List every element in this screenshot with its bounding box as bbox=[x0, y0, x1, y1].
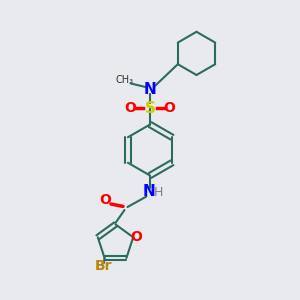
Text: O: O bbox=[124, 101, 136, 115]
Text: CH₃: CH₃ bbox=[116, 75, 134, 85]
Text: N: N bbox=[144, 82, 156, 97]
Text: O: O bbox=[130, 230, 142, 244]
Text: S: S bbox=[145, 100, 155, 116]
Text: N: N bbox=[142, 184, 155, 200]
Text: H: H bbox=[154, 185, 163, 199]
Text: Br: Br bbox=[94, 259, 112, 272]
Text: O: O bbox=[164, 101, 175, 115]
Text: O: O bbox=[99, 193, 111, 206]
